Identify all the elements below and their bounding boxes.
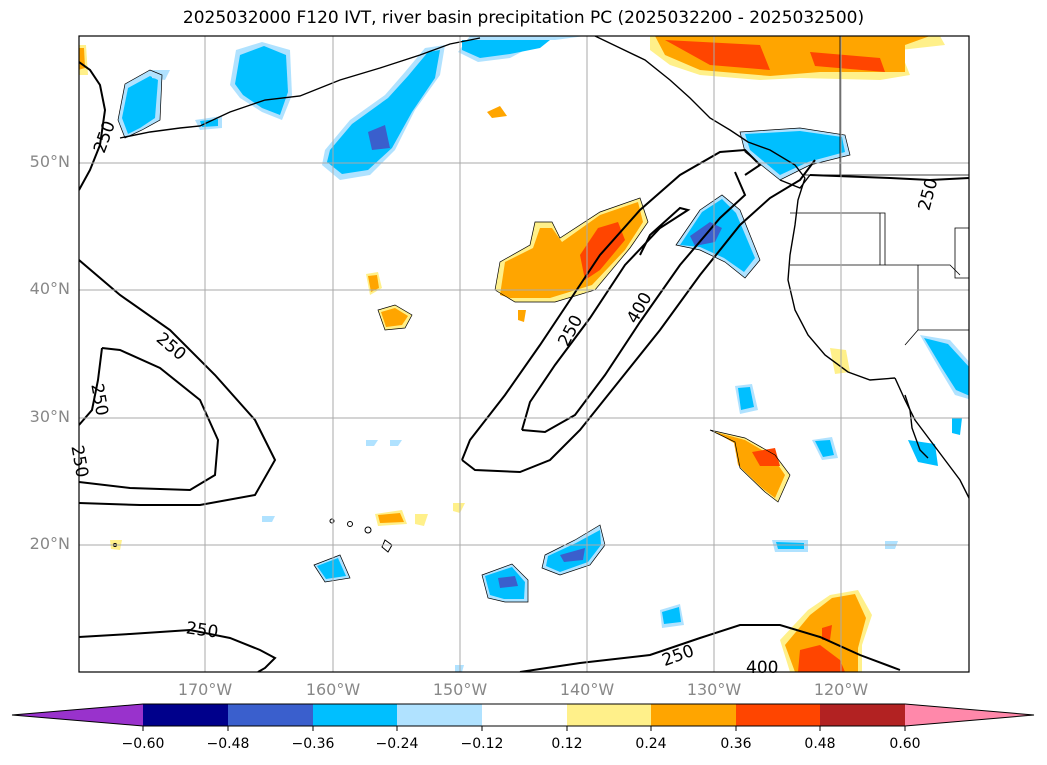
colorbar-min-extend <box>12 704 143 726</box>
colorbar-tick-label: 0.60 <box>889 736 921 752</box>
colorbar-tick-label: 0.36 <box>720 736 752 752</box>
negative-precip-areas <box>118 36 969 672</box>
positive-precip-areas <box>79 36 945 672</box>
lon-label: 160°W <box>305 680 361 699</box>
colorbar-segment <box>482 704 567 726</box>
colorbar-segment <box>820 704 905 726</box>
colorbar-tick-label: −0.36 <box>291 736 335 752</box>
lon-label: 150°W <box>432 680 488 699</box>
lat-label: 30°N <box>29 407 70 426</box>
colorbar-segment <box>567 704 651 726</box>
colorbar <box>11 703 1035 731</box>
ivt-contours <box>79 61 969 672</box>
coastlines <box>119 36 969 500</box>
colorbar-tick-label: −0.24 <box>375 736 419 752</box>
colorbar-segment <box>651 704 736 726</box>
map-title: 2025032000 F120 IVT, river basin precipi… <box>182 8 865 28</box>
contour-label: 400 <box>746 658 778 678</box>
contour-label: 250 <box>185 618 220 642</box>
colorbar-tick-label: −0.12 <box>460 736 504 752</box>
colorbar-segment <box>736 704 820 726</box>
islands <box>113 518 393 553</box>
colorbar-tick-label: −0.60 <box>121 736 165 752</box>
lon-label: 130°W <box>686 680 742 699</box>
colorbar-tick-label: 0.12 <box>551 736 583 752</box>
lon-label: 170°W <box>177 680 233 699</box>
colorbar-segment <box>228 704 313 726</box>
lon-label: 140°W <box>559 680 615 699</box>
colorbar-segment <box>397 704 482 726</box>
lat-label: 50°N <box>29 152 70 171</box>
colorbar-segment <box>143 704 228 726</box>
colorbar-max-extend <box>905 704 1034 726</box>
colorbar-segment <box>313 704 397 726</box>
map-frame <box>78 35 970 673</box>
colorbar-tick-label: 0.48 <box>804 736 836 752</box>
lat-label: 40°N <box>29 279 70 298</box>
colorbar-tick-label: −0.48 <box>206 736 250 752</box>
lon-label: 120°W <box>813 680 869 699</box>
gridlines <box>79 36 969 672</box>
lat-label: 20°N <box>29 534 70 553</box>
colorbar-tick-label: 0.24 <box>635 736 667 752</box>
